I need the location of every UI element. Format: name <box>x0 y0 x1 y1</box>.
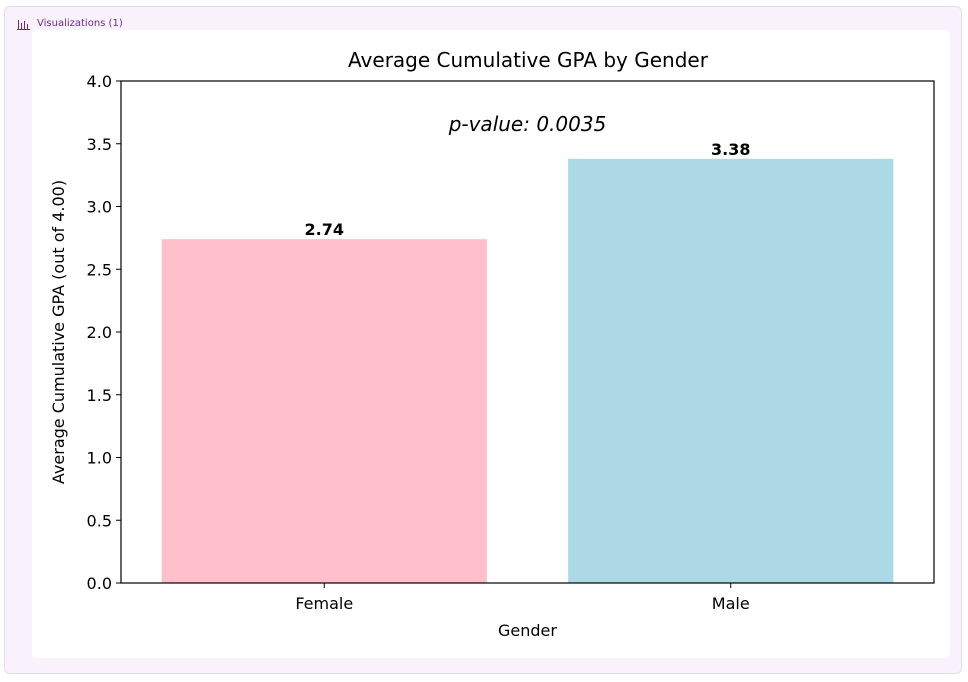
bar-chart: Average Cumulative GPA by Gender 0.0 0.5 1… <box>49 48 935 640</box>
plot-frame <box>120 80 935 584</box>
y-tick-label: 1.0 <box>87 449 112 468</box>
y-tick-label: 0.0 <box>87 574 112 593</box>
y-tick-label: 3.0 <box>87 198 112 217</box>
chart-title: Average Cumulative GPA by Gender <box>348 48 709 72</box>
bar-value-label: 3.38 <box>711 140 750 159</box>
x-axis-label: Gender <box>498 621 557 640</box>
y-tick-label: 3.5 <box>87 135 112 154</box>
bars: 2.74 3.38 <box>161 140 894 583</box>
x-tick-label: Male <box>712 594 750 613</box>
p-value-annotation: p-value: 0.0035 <box>448 112 607 136</box>
y-tick-label: 2.5 <box>87 260 112 279</box>
y-axis: 0.0 0.5 1.0 1.5 2.0 2.5 3.0 3.5 4.0 <box>87 72 121 593</box>
y-axis-label: Average Cumulative GPA (out of 4.00) <box>49 180 68 484</box>
y-tick-label: 4.0 <box>87 72 112 91</box>
panel-title: Visualizations (1) <box>37 18 123 29</box>
bar-female <box>161 239 487 583</box>
chart-card: Average Cumulative GPA by Gender 0.0 0.5 1… <box>32 30 950 658</box>
x-axis: Female Male <box>295 583 750 613</box>
y-tick-label: 1.5 <box>87 386 112 405</box>
bar-chart-icon <box>17 20 30 30</box>
y-tick-label: 0.5 <box>87 511 112 530</box>
x-tick-label: Female <box>295 594 353 613</box>
y-tick-label: 2.0 <box>87 323 112 342</box>
panel-header[interactable]: Visualizations (1) <box>17 16 123 32</box>
bar-value-label: 2.74 <box>305 220 344 239</box>
bar-male <box>568 158 894 583</box>
